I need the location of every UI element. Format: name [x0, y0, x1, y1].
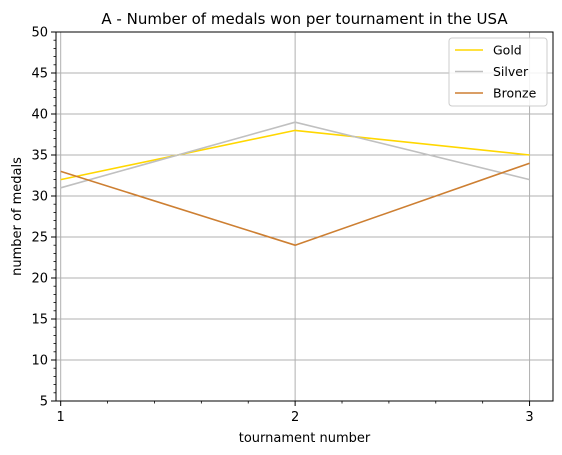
legend-box — [448, 37, 548, 107]
y-tick-label: 35 — [31, 149, 48, 164]
x-axis-label: tournament number — [239, 431, 371, 446]
y-tick-label: 10 — [31, 354, 48, 369]
legend-label-gold: Gold — [493, 43, 522, 58]
legend: Gold Silver Bronze — [448, 37, 548, 107]
y-tick-label: 20 — [31, 272, 48, 287]
x-tick-label: 2 — [291, 410, 299, 425]
minor-ticks — [53, 39, 484, 404]
x-tick-label: 3 — [525, 410, 533, 425]
y-tick-label: 25 — [31, 231, 48, 246]
y-tick-label: 30 — [31, 190, 48, 205]
axes: 5 10 15 20 25 30 35 40 45 50 1 2 3 — [31, 26, 533, 426]
legend-label-silver: Silver — [493, 64, 529, 79]
y-tick-label: 50 — [31, 26, 48, 41]
series-line-bronze — [60, 162, 530, 246]
series-lines — [60, 121, 530, 246]
series-line-silver — [60, 121, 530, 189]
chart-title: A - Number of medals won per tournament … — [101, 10, 508, 28]
x-tick-label: 1 — [57, 410, 65, 425]
y-axis-label: number of medals — [10, 157, 25, 276]
y-tick-label: 15 — [31, 313, 48, 328]
series-line-gold — [60, 129, 530, 181]
y-tick-label: 5 — [40, 395, 48, 410]
y-tick-label: 40 — [31, 108, 48, 123]
y-tick-label: 45 — [31, 67, 48, 82]
legend-label-bronze: Bronze — [493, 86, 537, 101]
plot-frame — [55, 31, 554, 402]
